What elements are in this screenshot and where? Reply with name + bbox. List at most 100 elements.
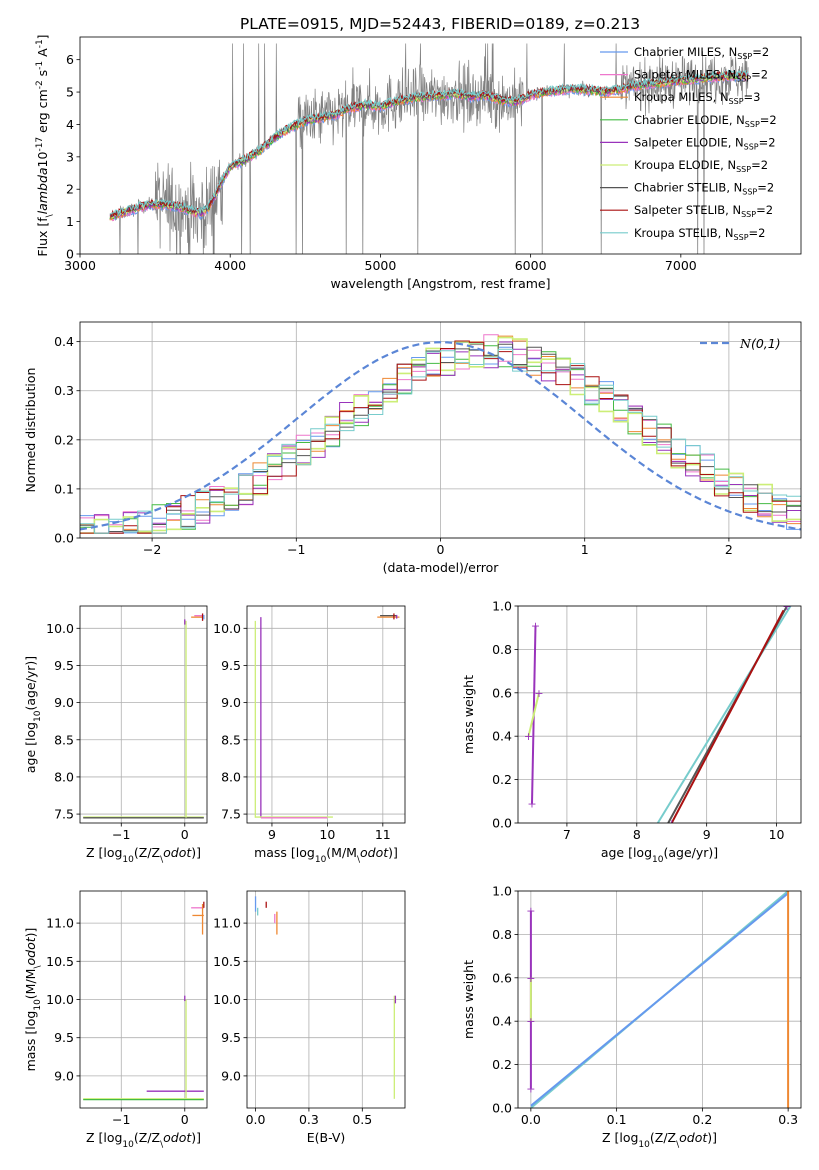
y-tick-label: 3: [66, 149, 74, 164]
spectrum-plot-area: [109, 43, 749, 254]
y-tick-label: 0.0: [54, 531, 74, 546]
mass_vs_ebv-grid: [247, 891, 405, 1108]
weight_vs_age-grid: [518, 605, 801, 824]
x-tick-label: 7000: [665, 258, 697, 273]
y-tick-label: 11.0: [213, 916, 241, 931]
y-tick-label: 9.0: [54, 1068, 74, 1083]
weight_vs_Z-plot-area: + + + +: [526, 891, 790, 1108]
spectrum-y-axis-label: Flux [f\​lambda10-17​ erg cm-2​ s-1​ A-1…: [35, 34, 55, 256]
weight_vs_Z-x-axis-label: Z [log10​(Z/Z\​odot)]: [602, 1130, 717, 1150]
age_vs_mass-grid: [247, 606, 405, 823]
y-tick-label: 0.8: [492, 927, 512, 942]
residuals-plot-area: [80, 334, 801, 534]
figure-title: PLATE=0915, MJD=52443, FIBERID=0189, z=0…: [240, 15, 640, 33]
x-tick-label: −1: [112, 827, 130, 842]
age_vs_Z-frame: [79, 605, 208, 824]
y-tick-label: 9.5: [54, 658, 74, 673]
y-tick-label: 10.0: [46, 992, 74, 1007]
mass_vs_ebv-plot-area: [254, 896, 397, 1099]
x-tick-label: 0.1: [607, 1112, 627, 1127]
mass_vs_ebv-frame: [246, 890, 406, 1109]
legend-label: Kroupa MILES, NSSP=3: [634, 90, 760, 106]
y-tick-label: 0.2: [492, 1057, 512, 1072]
residuals-legend: N(0,1): [700, 336, 781, 351]
y-tick-label: 9.0: [221, 695, 241, 710]
x-tick-label: 10: [769, 827, 785, 842]
y-tick-label: 9.0: [54, 695, 74, 710]
weight-age-marker: +: [782, 600, 791, 613]
x-tick-label: 1: [581, 542, 589, 557]
x-tick-label: 6000: [515, 258, 547, 273]
x-tick-label: 0.5: [352, 1112, 372, 1127]
x-tick-label: 9: [268, 827, 276, 842]
weight-age-line: [527, 692, 540, 737]
y-tick-label: 8.0: [221, 769, 241, 784]
y-tick-label: 0.8: [492, 642, 512, 657]
x-tick-label: 0.0: [521, 1112, 541, 1127]
legend-label: Kroupa STELIB, NSSP=2: [634, 226, 765, 242]
age_vs_Z-y-axis-label: age [log10​(age/yr)]: [23, 656, 43, 773]
residuals-frame: [79, 321, 802, 539]
mass_vs_Z-x-axis-label: Z [log10​(Z/Z\​odot)]: [86, 1130, 201, 1150]
residuals-y-axis-label: Normed distribution: [23, 368, 38, 493]
y-tick-label: 2: [66, 182, 74, 197]
weight-age-marker: +: [527, 797, 536, 810]
y-tick-label: 0.6: [492, 685, 512, 700]
weight_vs_age-panel: + + + + + +7 8 9 10 0.0 0.2 0.4 0.6 0.8 1.0 age [log10​…: [461, 599, 802, 865]
y-tick-label: 1.0: [492, 884, 512, 899]
x-tick-label: 8: [633, 827, 641, 842]
x-tick-label: 2: [725, 542, 733, 557]
y-tick-label: 9.5: [221, 1030, 241, 1045]
age_vs_Z-grid: [80, 606, 207, 823]
age_vs_mass-panel: 9 10 11 7.5 8.0 8.5 9.0 9.5 10.0 mass [log10​(M/M…: [213, 605, 406, 865]
weight-age-marker: +: [531, 620, 540, 633]
x-tick-label: 3000: [64, 258, 96, 273]
weight-Z-marker: +: [526, 1082, 535, 1095]
residuals-panel: −2 −1 0 1 2 0.0 0.1 0.2 0.3 0.4 (data-model)/error…: [23, 321, 802, 575]
mass_vs_Z-panel: −1 0 9.0 9.5 10.0 10.5 11.0 Z [log10​(Z/Z\​odot…: [23, 890, 208, 1150]
y-tick-label: 0.0: [492, 1101, 512, 1116]
weight-age-line: [656, 606, 792, 823]
y-tick-label: 9.5: [54, 1030, 74, 1045]
y-tick-label: 0.6: [492, 970, 512, 985]
y-tick-label: 10.5: [46, 954, 74, 969]
y-tick-label: 0.1: [54, 481, 74, 496]
weight_vs_age-x-axis-label: age [log10​(age/yr)]: [601, 845, 718, 865]
age_vs_mass-plot-area: [254, 613, 400, 819]
weight_vs_Z-y-axis-label: mass weight: [461, 960, 476, 1039]
legend-label: Chabrier ELODIE, NSSP=2: [634, 113, 777, 129]
y-tick-label: 1.0: [492, 599, 512, 614]
mass_vs_Z-y-axis-label: mass [log10​(M/M\​odot)]: [23, 928, 43, 1072]
x-tick-label: 11: [375, 827, 391, 842]
weight_vs_Z-panel: + + + +0.0 0.1 0.2 0.3 0.0 0.2 0.4 0.6 0.8 1.0 Z [log…: [461, 884, 802, 1150]
x-tick-label: 0: [181, 1112, 189, 1127]
y-tick-label: 11.0: [46, 916, 74, 931]
legend-label: Salpeter STELIB, NSSP=2: [634, 203, 773, 219]
y-tick-label: 1: [66, 214, 74, 229]
age_vs_mass-x-axis-label: mass [log10​(M/M\​odot)]: [254, 845, 398, 865]
y-tick-label: 0.3: [54, 383, 74, 398]
mass_vs_Z-grid: [80, 891, 207, 1108]
y-tick-label: 4: [66, 117, 74, 132]
y-tick-label: 0: [66, 247, 74, 262]
x-tick-label: 0.2: [692, 1112, 712, 1127]
legend-label: Chabrier MILES, NSSP=2: [634, 45, 769, 61]
weight_vs_Z-frame: [517, 890, 802, 1109]
weight-age-marker: +: [534, 687, 543, 700]
spectrum-legend: Chabrier MILES, NSSP=2 Salpeter MILES, NS…: [600, 45, 777, 242]
legend-label: Chabrier STELIB, NSSP=2: [634, 181, 774, 197]
y-tick-label: 7.5: [221, 807, 241, 822]
mass_vs_ebv-x-axis-label: E(B-V): [307, 1130, 346, 1145]
y-tick-label: 0.4: [492, 1014, 512, 1029]
legend-label: Salpeter ELODIE, NSSP=2: [634, 135, 776, 151]
y-tick-label: 10.0: [213, 992, 241, 1007]
normal-curve: [80, 341, 801, 531]
y-tick-label: 10.0: [46, 621, 74, 636]
weight-age-marker: +: [667, 817, 676, 830]
age_vs_Z-x-axis-label: Z [log10​(Z/Z\​odot)]: [86, 845, 201, 865]
weight_vs_age-frame: [517, 605, 802, 824]
age_vs_Z-panel: −1 0 7.5 8.0 8.5 9.0 9.5 10.0 Z [log10​(Z/Z\​odo…: [23, 605, 208, 865]
weight-Z-marker: +: [526, 972, 535, 985]
age_vs_Z-plot-area: [83, 613, 205, 819]
mass_vs_Z-plot-area: [83, 901, 205, 1101]
